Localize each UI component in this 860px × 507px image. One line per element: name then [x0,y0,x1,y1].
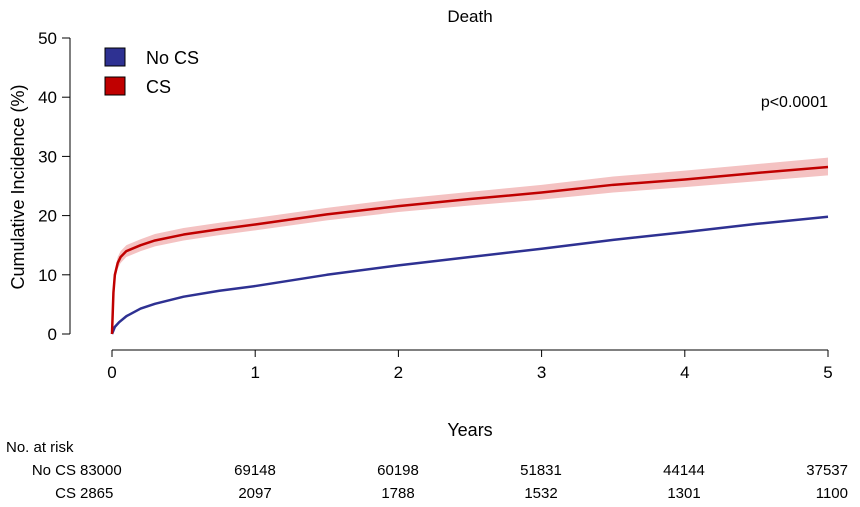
risk-cell: 37537 [806,462,848,479]
p-value-annotation: p<0.0001 [761,94,828,111]
series-line-no-cs [110,215,829,335]
y-tick-label: 0 [48,325,57,344]
x-tick-label: 4 [680,363,689,382]
risk-cell: 1100 [816,485,848,502]
risk-cell: 83000 [80,462,122,479]
risk-table-title: No. at risk [6,439,74,456]
risk-cell: 2097 [238,485,271,502]
risk-cell: 1532 [524,485,557,502]
y-tick-label: 40 [38,88,57,107]
confidence-bands [112,157,828,334]
risk-cell: 60198 [377,462,419,479]
series-lines [110,165,829,335]
x-tick-label: 2 [394,363,403,382]
y-tick-label: 20 [38,207,57,226]
risk-cell: 69148 [234,462,276,479]
risk-cell: 1301 [667,485,700,502]
legend-swatch-no-cs [104,47,126,67]
legend: No CS CS [104,47,199,97]
ci-band-cs [112,157,828,334]
x-axis-ticks: 0 1 2 3 4 5 [107,350,833,382]
x-axis-label: Years [447,420,492,440]
risk-table-values: 83000 69148 60198 51831 44144 37537 2865 2097 17… [80,462,848,502]
x-tick-label: 1 [250,363,259,382]
series-line-cs [110,165,829,335]
y-axis-ticks: 0 10 20 30 40 50 [38,29,70,344]
risk-cell: 2865 [80,485,113,502]
risk-table: No. at risk No CS CS 83000 69148 60198 5183… [6,439,848,502]
risk-cell: 1788 [381,485,414,502]
y-tick-label: 50 [38,29,57,48]
legend-label-no-cs: No CS [146,48,199,68]
risk-row-label-cs: CS [55,485,76,502]
y-tick-label: 10 [38,266,57,285]
chart-title: Death [447,7,492,26]
legend-label-cs: CS [146,77,171,97]
risk-cell: 51831 [520,462,562,479]
y-tick-label: 30 [38,147,57,166]
risk-row-label-no-cs: No CS [32,462,76,479]
legend-swatch-cs [104,76,126,96]
x-tick-label: 0 [107,363,116,382]
x-tick-label: 5 [823,363,832,382]
y-axis-label: Cumulative Incidence (%) [8,84,28,289]
risk-cell: 44144 [663,462,705,479]
x-tick-label: 3 [537,363,546,382]
